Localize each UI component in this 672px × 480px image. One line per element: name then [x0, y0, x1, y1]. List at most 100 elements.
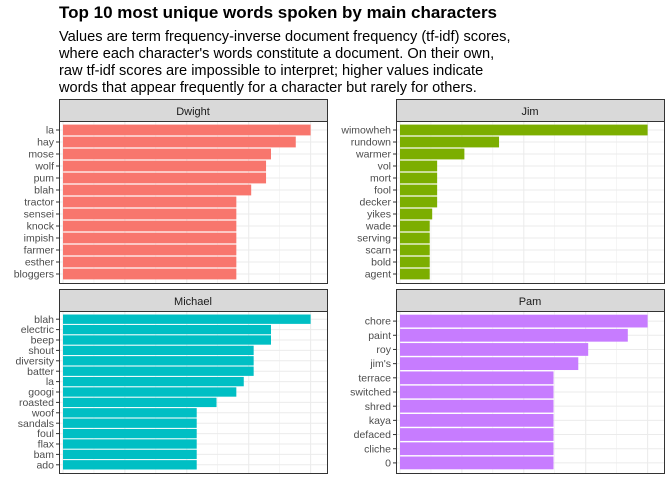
subtitle-line: where each character's words constitute …	[59, 46, 495, 62]
category-label: woof	[31, 407, 54, 419]
category-label: sensei	[24, 209, 54, 221]
category-label: defaced	[354, 429, 392, 441]
bar	[63, 184, 252, 196]
subtitle-line: words that appear frequently for a chara…	[59, 80, 477, 96]
bar	[63, 256, 237, 268]
bar	[63, 460, 197, 470]
bar	[63, 160, 267, 172]
bar	[63, 324, 271, 335]
subtitle-line: Values are term frequency-inverse docume…	[59, 29, 511, 45]
category-label: scarn	[365, 245, 391, 257]
bar	[63, 136, 296, 148]
bar	[400, 148, 465, 160]
category-label: mort	[370, 173, 391, 185]
chart-title: Top 10 most unique words spoken by main …	[59, 3, 498, 22]
bar	[400, 442, 554, 456]
category-label: vol	[378, 161, 391, 173]
category-label: beep	[31, 335, 55, 347]
bar	[63, 356, 254, 366]
bar	[400, 208, 433, 220]
bar	[63, 335, 271, 345]
bar	[400, 196, 438, 208]
bar	[400, 328, 628, 342]
category-label: impish	[24, 233, 55, 245]
bar	[63, 439, 197, 449]
category-label: chore	[365, 316, 391, 328]
category-label: wimowheh	[340, 125, 391, 137]
bar	[400, 399, 554, 413]
category-label: wade	[365, 221, 391, 233]
bar	[400, 220, 430, 232]
bar	[400, 385, 554, 399]
category-label: diversity	[15, 355, 54, 367]
bar	[400, 160, 438, 172]
bar	[63, 397, 217, 408]
category-label: bam	[34, 449, 55, 461]
category-label: hay	[37, 137, 55, 149]
facet-label: Pam	[519, 296, 542, 308]
category-label: switched	[350, 387, 391, 399]
bar	[63, 268, 237, 280]
category-label: googi	[28, 387, 54, 399]
bar	[63, 208, 237, 220]
category-label: terrace	[358, 372, 391, 384]
category-label: mose	[28, 149, 54, 161]
facet-label: Dwight	[176, 106, 210, 118]
bar	[63, 366, 254, 376]
category-label: batter	[27, 366, 54, 378]
bar	[400, 314, 648, 328]
bar	[63, 172, 267, 184]
category-label: blah	[34, 314, 54, 326]
panel-border	[396, 121, 665, 284]
bar	[63, 124, 311, 136]
bar	[400, 172, 438, 184]
bar	[400, 124, 648, 136]
subtitle-line: raw tf-idf scores are impossible to inte…	[59, 63, 484, 79]
category-label: warmer	[355, 149, 392, 161]
category-label: roy	[376, 344, 391, 356]
category-label: serving	[357, 233, 391, 245]
facet-label: Jim	[521, 106, 538, 118]
bar	[63, 314, 311, 324]
bar	[400, 456, 554, 470]
category-label: esther	[25, 257, 55, 269]
category-label: farmer	[24, 245, 55, 257]
panel-border	[59, 121, 328, 284]
bar	[400, 244, 430, 256]
bar	[63, 345, 254, 356]
category-label: flax	[38, 439, 55, 451]
category-label: electric	[21, 324, 54, 336]
bar	[63, 148, 271, 160]
category-label: agent	[365, 269, 391, 281]
bar	[63, 449, 197, 460]
bar	[63, 418, 197, 428]
panel-border	[59, 311, 328, 474]
category-label: roasted	[19, 397, 54, 409]
category-label: bloggers	[14, 269, 54, 281]
category-label: bold	[371, 257, 391, 269]
category-label: blah	[34, 185, 54, 197]
category-label: yikes	[367, 209, 391, 221]
panel-border	[396, 311, 665, 474]
bar	[63, 376, 244, 387]
bar	[63, 196, 237, 208]
category-label: wolf	[34, 161, 54, 173]
bar	[63, 428, 197, 439]
bar	[63, 220, 237, 232]
category-label: tractor	[24, 197, 54, 209]
category-label: ado	[36, 459, 54, 471]
bar	[400, 232, 430, 244]
bar	[400, 357, 579, 371]
chart-subtitle: Values are term frequency-inverse docume…	[59, 29, 539, 97]
category-label: shout	[28, 345, 54, 357]
category-label: decker	[359, 197, 391, 209]
bar	[400, 136, 500, 148]
bar	[63, 387, 237, 397]
bar	[400, 413, 554, 427]
category-label: 0	[385, 458, 391, 470]
category-label: fool	[374, 185, 391, 197]
category-label: rundown	[351, 137, 391, 149]
facet-label: Michael	[174, 296, 212, 308]
bar	[63, 408, 197, 418]
